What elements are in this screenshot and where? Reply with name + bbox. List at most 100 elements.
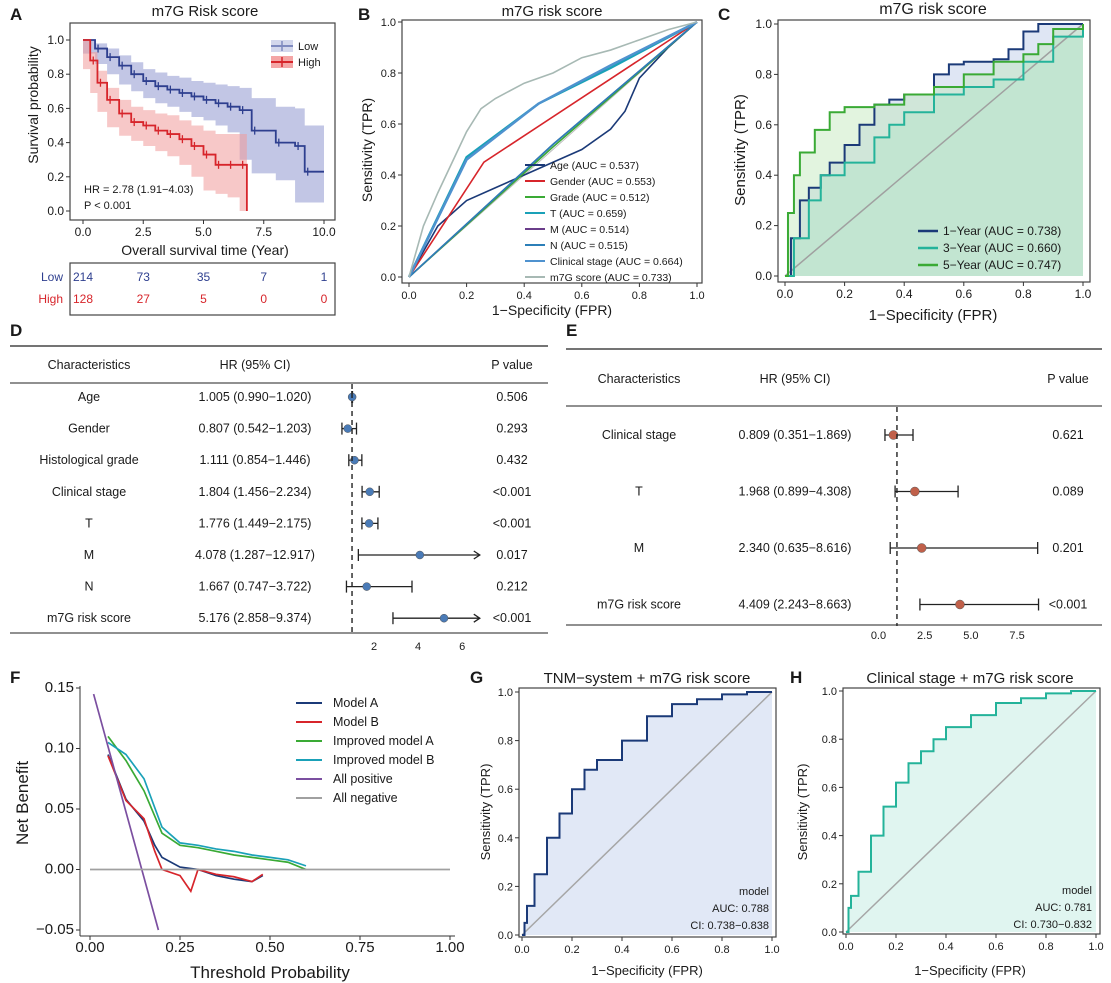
dca-curve-all-positive xyxy=(92,693,160,931)
row-characteristic: Age xyxy=(78,390,100,404)
panel-c-ylabel: Sensitivity (TPR) xyxy=(732,94,749,206)
x-tick-label: 1.0 xyxy=(1075,287,1092,301)
panel-h-auc: AUC: 0.781 xyxy=(1035,902,1092,914)
roc-curve-age-auc-0-537 xyxy=(408,21,698,278)
panel-f: F 0.00 0.25 0.50 0.75 1.00−0.050.000.050.100… xyxy=(10,668,465,982)
panel-a: A m7G Risk score 0.0 2.5 5.0 7.5 10.00.00.20… xyxy=(10,3,336,316)
hr-point xyxy=(955,599,965,610)
row-characteristic: M xyxy=(634,541,644,555)
panel-h-xlabel: 1−Specificity (FPR) xyxy=(914,963,1026,978)
x-tick-label: 0.4 xyxy=(896,287,913,301)
y-tick-label: 0.8 xyxy=(498,736,513,748)
y-tick-label: 1.0 xyxy=(755,17,772,31)
risk-table-row-label: Low xyxy=(41,270,63,284)
panel-g-xlabel: 1−Specificity (FPR) xyxy=(591,963,703,978)
panel-h: H Clinical stage + m7G risk score 0.0 0.2… xyxy=(790,668,1104,978)
panel-c-title: m7G risk score xyxy=(879,1,987,18)
y-tick-label: 0.0 xyxy=(498,930,513,942)
row-hr-ci: 1.804 (1.456−2.234) xyxy=(199,485,312,499)
row-hr-ci: 2.340 (0.635−8.616) xyxy=(739,541,852,555)
y-tick-label: 0.0 xyxy=(755,269,772,283)
panel-b-xlabel: 1−Specificity (FPR) xyxy=(492,302,612,318)
panel-b-legend: Age (AUC = 0.537) Gender (AUC = 0.553) Gra… xyxy=(525,160,683,284)
y-tick-label: 0.4 xyxy=(47,136,64,150)
roc-curve-n-auc-0-515 xyxy=(408,21,698,278)
row-p-value: 0.017 xyxy=(496,548,527,562)
x-tick-label: 0.8 xyxy=(1038,941,1053,953)
panel-g-model-label: model xyxy=(739,886,769,898)
y-tick-label: 0.2 xyxy=(47,170,64,184)
y-tick-label: 1.0 xyxy=(498,687,513,699)
panel-label-d: D xyxy=(10,321,22,340)
dca-curve-improved-model-b xyxy=(107,741,307,867)
x-tick-label: 1.0 xyxy=(1088,941,1103,953)
legend-label-age-auc-0-537: Age (AUC = 0.537) xyxy=(550,160,639,172)
row-characteristic: m7G risk score xyxy=(597,598,681,612)
x-tick-label: 2.5 xyxy=(135,225,152,239)
x-tick-label: 1.0 xyxy=(764,944,779,956)
panel-f-legend: Model A Model B Improved model A Improved m… xyxy=(296,696,434,805)
y-tick-label: 0.6 xyxy=(381,119,396,131)
panel-g: G TNM−system + m7G risk score 0.0 0.2 0.4 0… xyxy=(470,668,780,978)
y-tick-label: 0.2 xyxy=(381,221,396,233)
y-tick-label: 0.0 xyxy=(47,204,64,218)
panel-g-ylabel: Sensitivity (TPR) xyxy=(478,764,493,861)
x-tick-label: 0.2 xyxy=(888,941,903,953)
risk-table: Low 214 73 35 7 1 High 128 27 5 0 0 xyxy=(38,270,327,306)
panel-c-frame xyxy=(777,19,1091,283)
ci-band-high xyxy=(83,40,247,211)
table-d-header-characteristics: Characteristics xyxy=(48,358,131,372)
panel-d: D Characteristics HR (95% CI) P value Ag… xyxy=(10,321,548,653)
panel-label-c: C xyxy=(718,5,730,24)
y-tick-label: 0.4 xyxy=(381,170,396,182)
y-tick-label: 0.6 xyxy=(498,784,513,796)
legend-label-1-year-auc-0-738: 1−Year (AUC = 0.738) xyxy=(943,224,1061,238)
row-characteristic: Clinical stage xyxy=(602,428,676,442)
row-p-value: <0.001 xyxy=(493,485,532,499)
y-tick-label: 0.2 xyxy=(498,881,513,893)
panel-c-legend: 1−Year (AUC = 0.738) 3−Year (AUC = 0.660)… xyxy=(918,224,1061,272)
panel-b-plot: 0.0 0.2 0.4 0.6 0.8 1.0 0.0 0.2 0.4 0.6 0.8 1.0 xyxy=(381,17,705,302)
ci-arrow xyxy=(473,613,481,623)
y-tick-label: 0.8 xyxy=(47,67,64,81)
panel-c-xlabel: 1−Specificity (FPR) xyxy=(869,307,998,324)
legend-label-all-positive: All positive xyxy=(333,772,393,786)
panel-h-plot: 0.0 0.2 0.4 0.6 0.8 1.0 0.0 0.2 0.4 0.6 0.8 1.0 xyxy=(822,686,1104,953)
table-e-header-p: P value xyxy=(1047,372,1089,386)
row-p-value: 0.212 xyxy=(496,580,527,594)
panel-label-e: E xyxy=(566,321,577,340)
panel-f-ylabel: Net Benefit xyxy=(13,761,32,845)
panel-a-hr-annotation: HR = 2.78 (1.91−4.03) xyxy=(84,184,193,196)
legend-label-m-auc-0-514: M (AUC = 0.514) xyxy=(550,224,629,236)
risk-table-row-label: High xyxy=(38,292,63,306)
x-tick-label: 0.4 xyxy=(517,290,532,302)
row-p-value: 0.506 xyxy=(496,390,527,404)
hr-point xyxy=(916,543,927,553)
y-tick-label: 0.2 xyxy=(822,879,837,891)
x-tick-label: 7.5 xyxy=(1009,630,1024,642)
x-tick-label: 5.0 xyxy=(963,630,978,642)
legend-label-model-a: Model A xyxy=(333,696,379,710)
x-tick-label: 0.8 xyxy=(632,290,647,302)
row-p-value: <0.001 xyxy=(493,611,532,625)
panel-label-b: B xyxy=(358,5,370,24)
x-tick-label: 0.0 xyxy=(401,290,416,302)
roc-curve-gender-auc-0-553 xyxy=(408,21,698,278)
table-e-header-hr: HR (95% CI) xyxy=(760,372,831,386)
x-tick-label: 0.75 xyxy=(345,939,374,956)
row-p-value: 0.201 xyxy=(1052,541,1083,555)
panel-h-model-label: model xyxy=(1062,885,1092,897)
legend-low-label: Low xyxy=(298,41,318,53)
roc-curve-3-year-auc-0-660 xyxy=(785,24,1084,277)
panel-c-plot: 0.0 0.2 0.4 0.6 0.8 1.0 0.0 0.2 0.4 0.6 0.8 1.0 xyxy=(755,17,1091,301)
panel-a-ylabel: Survival probability xyxy=(25,46,41,164)
x-tick-label: 0.0 xyxy=(777,287,794,301)
hr-point xyxy=(888,430,899,440)
panel-f-xlabel: Threshold Probability xyxy=(190,963,350,982)
x-tick-label: 0.6 xyxy=(955,287,972,301)
x-tick-label: 0.6 xyxy=(988,941,1003,953)
y-tick-label: −0.05 xyxy=(36,921,74,938)
y-tick-label: 0.05 xyxy=(45,800,74,817)
diagonal-reference xyxy=(784,23,1084,277)
row-p-value: <0.001 xyxy=(493,516,532,530)
